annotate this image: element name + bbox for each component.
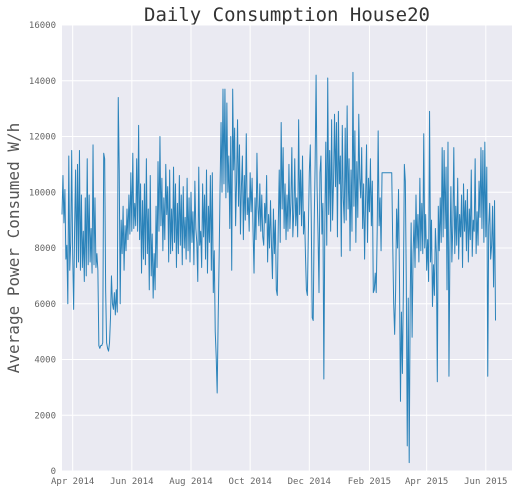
x-tick-label: Apr 2015: [405, 477, 448, 487]
series-line: [61, 71, 497, 464]
y-tick-label: 6000: [34, 300, 56, 310]
y-tick-label: 16000: [29, 21, 56, 31]
x-tick-label: Feb 2015: [348, 477, 391, 487]
y-tick-label: 0: [51, 467, 56, 477]
y-tick-label: 2000: [34, 411, 56, 421]
x-tick-label: Jun 2014: [110, 477, 153, 487]
x-tick-label: Apr 2014: [51, 477, 94, 487]
y-tick-label: 10000: [29, 188, 56, 198]
y-axis-ticks: 0 2000 4000 6000 8000 10000 12000 14000 16000: [29, 21, 56, 477]
x-tick-label: Oct 2014: [228, 477, 271, 487]
y-tick-label: 8000: [34, 244, 56, 254]
x-tick-label: Dec 2014: [288, 477, 331, 487]
y-tick-label: 14000: [29, 77, 56, 87]
x-tick-label: Aug 2014: [169, 477, 212, 487]
y-tick-label: 4000: [34, 356, 56, 366]
x-tick-label: Jun 2015: [464, 477, 507, 487]
x-axis-ticks: Apr 2014 Jun 2014 Aug 2014 Oct 2014 Dec 2014…: [51, 477, 508, 487]
chart-title: Daily Consumption House20: [144, 4, 430, 26]
y-axis-label: Average Power Consumed W/h: [4, 123, 23, 373]
y-tick-label: 12000: [29, 133, 56, 143]
